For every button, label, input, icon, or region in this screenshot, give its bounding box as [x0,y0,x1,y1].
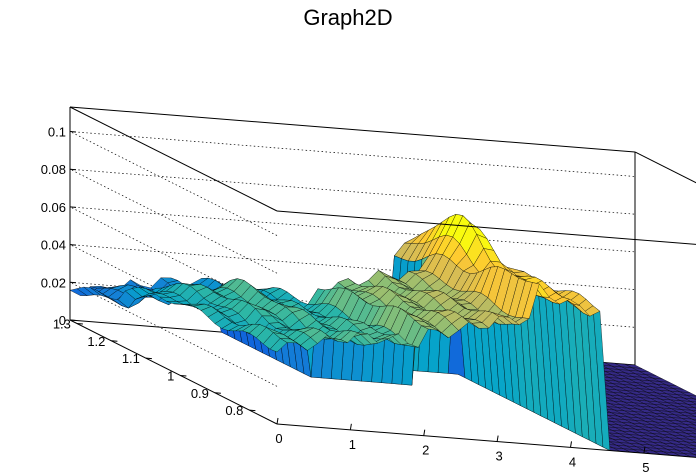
z-tick-mark [69,244,77,246]
x-axis-line [276,423,696,458]
y-tick-label: 0.9 [191,386,209,401]
y-tick-label: 1 [167,368,174,383]
z-gridline [69,281,636,387]
y-tick-label: 1.3 [53,316,71,331]
z-tick-label: 0.1 [48,125,66,140]
y-tick-mark [111,340,118,342]
z-tick-label: 0.08 [41,162,66,177]
y-tick-mark [76,322,83,325]
surface-cell [269,338,288,353]
y-tick-label: 1.2 [87,334,105,349]
box-edge [69,106,278,212]
y-tick-mark [249,409,256,412]
y-tick-mark [214,392,221,394]
x-tick-label: 2 [422,443,429,458]
x-tick-mark [423,429,426,436]
z-tick-label: 0 [59,313,66,328]
box-edge [69,106,636,153]
z-gridline [69,206,636,312]
x-tick-label: 4 [569,454,576,469]
x-tick-label: 0 [275,431,282,446]
surface-mesh [69,213,696,458]
x-tick-mark [349,423,352,430]
z-tick-label: 0.06 [41,200,66,215]
x-tick-mark [643,447,646,454]
axis-ticks: 00.020.040.060.080.1012345670.80.911.11.… [41,125,650,472]
x0-axis-line [69,319,278,425]
x-tick-mark [276,417,279,425]
z-gridline [69,131,636,236]
z-tick-mark [69,319,77,321]
x-tick-label: 5 [642,460,649,472]
z-tick-mark [69,131,77,133]
x-tick-label: 1 [349,437,356,452]
z-tick-label: 0.04 [41,238,66,253]
z-tick-mark [69,206,77,208]
axis-box-front [69,210,696,458]
box-edge [634,151,696,184]
x-tick-label: 3 [496,449,503,464]
y-tick-mark [145,357,152,360]
x-tick-mark [570,441,572,448]
z-tick-mark [69,281,77,284]
box-edge [276,210,696,245]
y-tick-mark [180,374,187,377]
chart-title: Graph2D [303,5,392,30]
y-tick-label: 0.8 [225,403,243,418]
z-tick-mark [69,168,77,171]
z-tick-label: 0.02 [41,275,66,290]
z-gridline [69,168,636,274]
y-tick-label: 1.1 [122,351,140,366]
x-tick-mark [496,435,499,442]
